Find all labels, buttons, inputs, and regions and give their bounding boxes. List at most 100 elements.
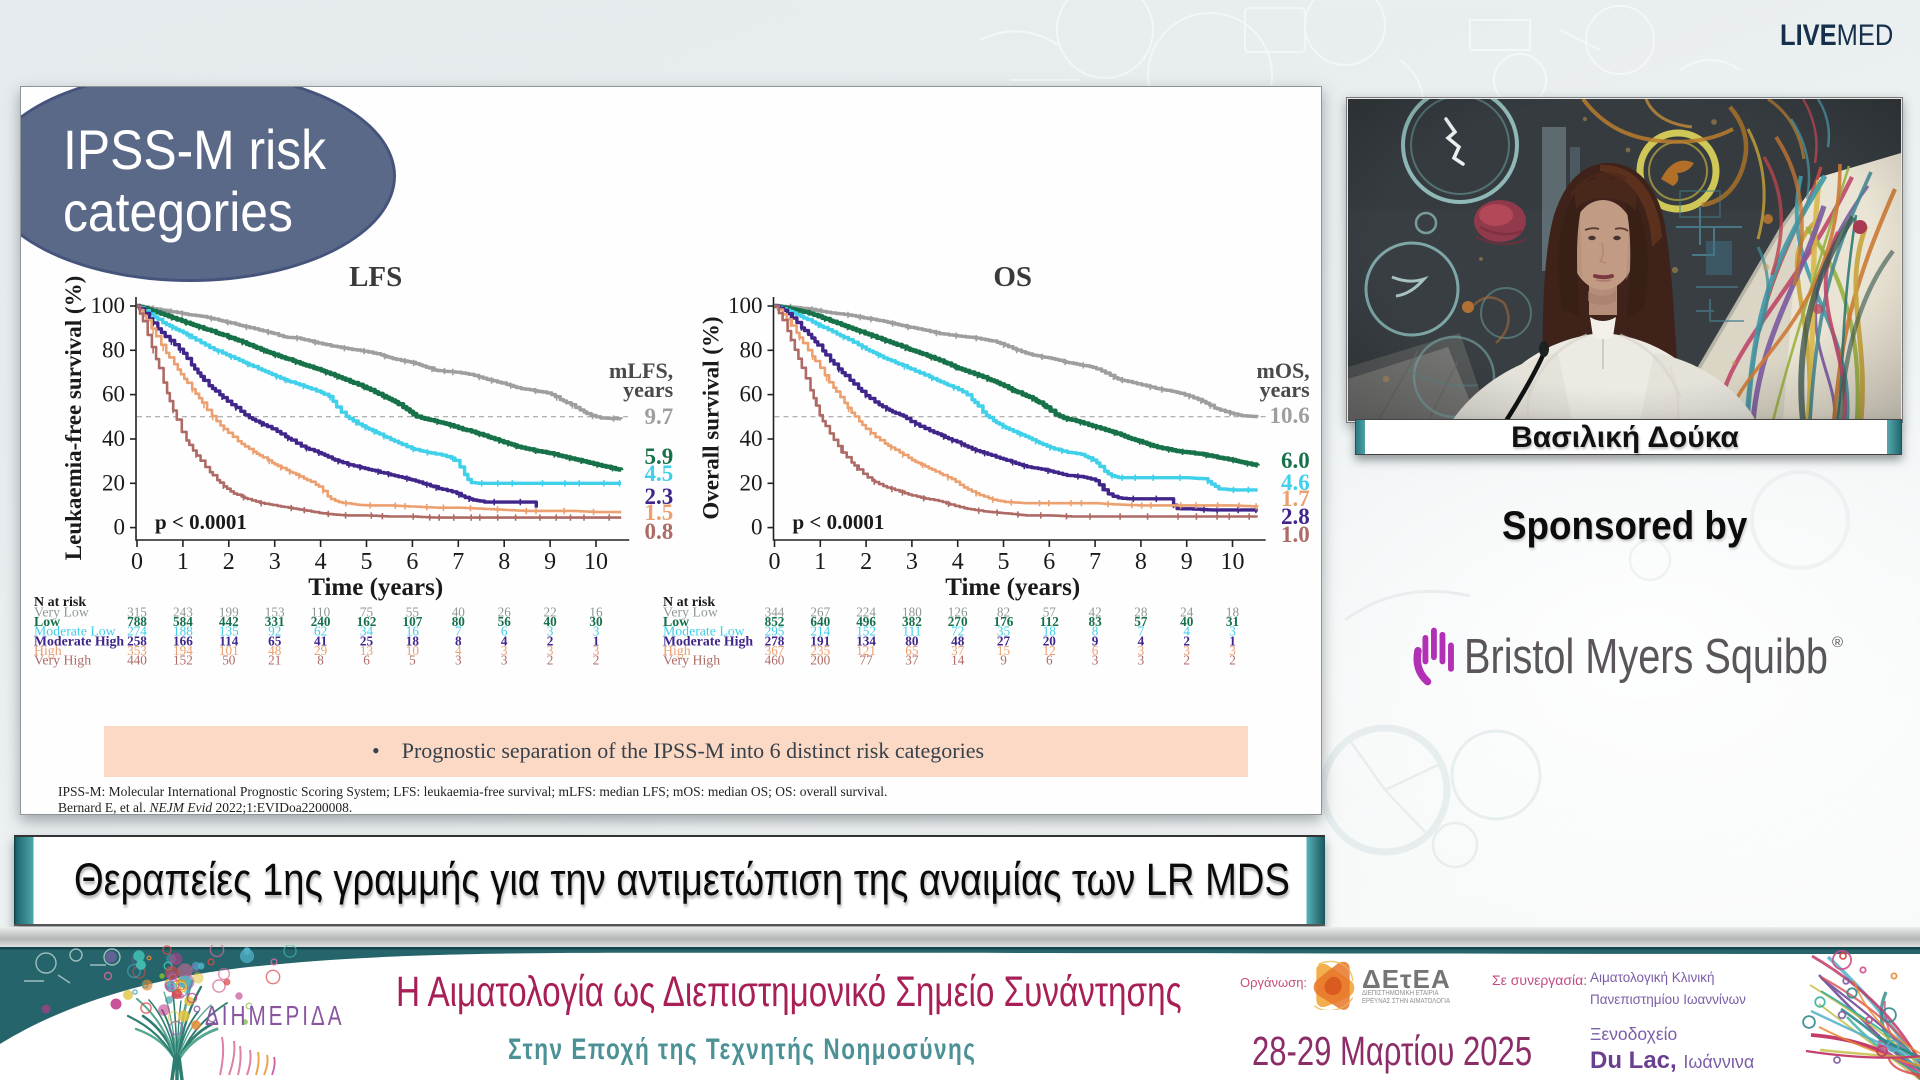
svg-text:LFS: LFS bbox=[349, 261, 402, 293]
svg-text:Very High: Very High bbox=[34, 653, 91, 668]
svg-text:152: 152 bbox=[173, 653, 193, 668]
svg-text:7: 7 bbox=[1089, 549, 1101, 575]
svg-text:18: 18 bbox=[1043, 624, 1057, 639]
svg-text:35: 35 bbox=[997, 624, 1011, 639]
svg-text:382: 382 bbox=[902, 614, 922, 629]
svg-text:37: 37 bbox=[951, 643, 965, 658]
svg-text:199: 199 bbox=[219, 605, 239, 620]
svg-text:5: 5 bbox=[361, 549, 373, 575]
svg-text:Low: Low bbox=[34, 614, 60, 629]
svg-text:126: 126 bbox=[948, 605, 968, 620]
svg-text:3: 3 bbox=[547, 643, 554, 658]
svg-text:8: 8 bbox=[1092, 624, 1099, 639]
svg-text:1.0: 1.0 bbox=[1281, 522, 1310, 547]
svg-text:31: 31 bbox=[1226, 614, 1239, 629]
svg-text:344: 344 bbox=[765, 605, 785, 620]
svg-text:55: 55 bbox=[406, 605, 420, 620]
svg-text:15: 15 bbox=[997, 643, 1011, 658]
svg-text:56: 56 bbox=[498, 614, 512, 629]
svg-text:267: 267 bbox=[810, 605, 830, 620]
svg-text:83: 83 bbox=[1089, 614, 1103, 629]
svg-text:26: 26 bbox=[498, 605, 512, 620]
svg-text:0: 0 bbox=[131, 549, 143, 575]
svg-text:460: 460 bbox=[765, 653, 785, 668]
svg-text:278: 278 bbox=[765, 633, 785, 648]
svg-text:25: 25 bbox=[360, 633, 374, 648]
svg-text:62: 62 bbox=[314, 624, 327, 639]
svg-text:60: 60 bbox=[102, 382, 125, 407]
svg-text:mOS,: mOS, bbox=[1257, 358, 1310, 383]
svg-text:Low: Low bbox=[663, 614, 689, 629]
svg-text:37: 37 bbox=[905, 653, 919, 668]
svg-text:188: 188 bbox=[173, 624, 193, 639]
svg-text:0: 0 bbox=[114, 515, 126, 540]
svg-text:135: 135 bbox=[219, 624, 239, 639]
svg-text:3: 3 bbox=[906, 549, 918, 575]
svg-text:331: 331 bbox=[265, 614, 285, 629]
svg-text:2: 2 bbox=[860, 549, 872, 575]
svg-text:224: 224 bbox=[856, 605, 876, 620]
svg-text:48: 48 bbox=[268, 643, 282, 658]
svg-text:1.7: 1.7 bbox=[1281, 486, 1310, 511]
svg-text:584: 584 bbox=[173, 614, 193, 629]
svg-text:80: 80 bbox=[452, 614, 466, 629]
svg-text:0: 0 bbox=[751, 515, 763, 540]
svg-text:2.8: 2.8 bbox=[1281, 504, 1310, 529]
svg-text:1.5: 1.5 bbox=[644, 500, 673, 525]
svg-text:82: 82 bbox=[997, 605, 1010, 620]
svg-text:10: 10 bbox=[406, 643, 420, 658]
svg-text:3: 3 bbox=[269, 549, 281, 575]
svg-text:14: 14 bbox=[951, 653, 965, 668]
svg-text:40: 40 bbox=[740, 426, 763, 451]
svg-text:Very Low: Very Low bbox=[34, 605, 89, 620]
svg-text:243: 243 bbox=[173, 605, 193, 620]
svg-text:10.6: 10.6 bbox=[1269, 403, 1309, 428]
svg-text:235: 235 bbox=[810, 643, 830, 658]
svg-text:18: 18 bbox=[1226, 605, 1240, 620]
svg-text:High: High bbox=[34, 643, 62, 658]
svg-text:60: 60 bbox=[740, 382, 763, 407]
svg-text:Very Low: Very Low bbox=[663, 605, 718, 620]
svg-text:8: 8 bbox=[317, 653, 324, 668]
svg-text:Moderate High: Moderate High bbox=[663, 633, 753, 648]
svg-text:353: 353 bbox=[127, 643, 147, 658]
svg-text:4: 4 bbox=[501, 633, 508, 648]
svg-text:788: 788 bbox=[127, 614, 147, 629]
svg-text:92: 92 bbox=[268, 624, 281, 639]
svg-text:Moderate Low: Moderate Low bbox=[663, 624, 745, 639]
svg-text:years: years bbox=[1260, 377, 1311, 402]
svg-text:1: 1 bbox=[593, 633, 600, 648]
svg-text:3: 3 bbox=[1092, 653, 1099, 668]
svg-text:4: 4 bbox=[1138, 633, 1145, 648]
svg-text:100: 100 bbox=[91, 293, 126, 318]
svg-text:57: 57 bbox=[1043, 605, 1057, 620]
svg-text:100: 100 bbox=[728, 293, 763, 318]
svg-text:194: 194 bbox=[173, 643, 193, 658]
svg-text:4.6: 4.6 bbox=[1281, 470, 1310, 495]
svg-text:367: 367 bbox=[765, 643, 785, 658]
svg-text:6: 6 bbox=[1043, 549, 1055, 575]
svg-text:2: 2 bbox=[1183, 653, 1190, 668]
svg-text:176: 176 bbox=[994, 614, 1014, 629]
svg-text:10: 10 bbox=[584, 549, 608, 575]
svg-text:440: 440 bbox=[127, 653, 147, 668]
svg-text:40: 40 bbox=[102, 426, 125, 451]
svg-text:0.8: 0.8 bbox=[644, 519, 673, 544]
svg-text:3: 3 bbox=[501, 653, 508, 668]
svg-text:191: 191 bbox=[810, 633, 830, 648]
svg-text:13: 13 bbox=[360, 643, 374, 658]
svg-text:80: 80 bbox=[102, 337, 125, 362]
svg-text:years: years bbox=[623, 377, 674, 402]
svg-text:4: 4 bbox=[1183, 624, 1190, 639]
svg-text:496: 496 bbox=[856, 614, 876, 629]
svg-text:166: 166 bbox=[173, 633, 193, 648]
svg-text:6: 6 bbox=[406, 549, 418, 575]
svg-text:3: 3 bbox=[1138, 653, 1145, 668]
svg-text:40: 40 bbox=[1180, 614, 1194, 629]
svg-text:2: 2 bbox=[223, 549, 235, 575]
svg-text:3: 3 bbox=[455, 653, 462, 668]
svg-text:29: 29 bbox=[314, 643, 328, 658]
svg-text:8: 8 bbox=[1135, 549, 1147, 575]
svg-text:N at risk: N at risk bbox=[34, 595, 86, 610]
svg-text:180: 180 bbox=[902, 605, 922, 620]
